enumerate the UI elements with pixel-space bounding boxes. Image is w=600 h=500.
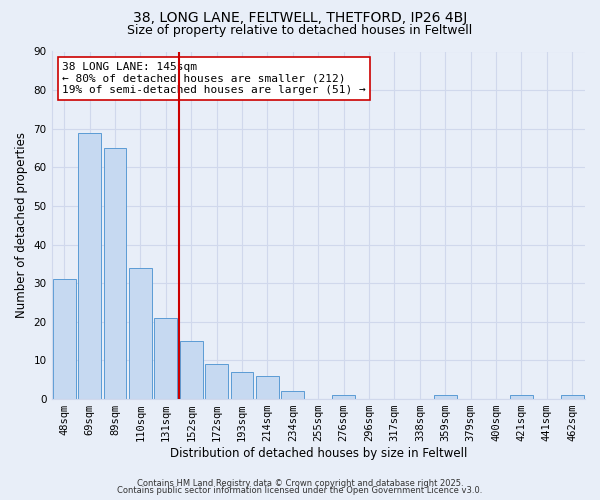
Bar [434, 395, 457, 399]
X-axis label: Distribution of detached houses by size in Feltwell: Distribution of detached houses by size … [170, 447, 467, 460]
Text: Contains public sector information licensed under the Open Government Licence v3: Contains public sector information licen… [118, 486, 482, 495]
Bar [78, 132, 101, 399]
Y-axis label: Number of detached properties: Number of detached properties [15, 132, 28, 318]
Bar [154, 318, 177, 399]
Text: 38, LONG LANE, FELTWELL, THETFORD, IP26 4BJ: 38, LONG LANE, FELTWELL, THETFORD, IP26 … [133, 11, 467, 25]
Bar [561, 395, 584, 399]
Bar [230, 372, 253, 399]
Text: 38 LONG LANE: 145sqm
← 80% of detached houses are smaller (212)
19% of semi-deta: 38 LONG LANE: 145sqm ← 80% of detached h… [62, 62, 366, 95]
Bar [205, 364, 228, 399]
Text: Contains HM Land Registry data © Crown copyright and database right 2025.: Contains HM Land Registry data © Crown c… [137, 478, 463, 488]
Bar [129, 268, 152, 399]
Bar [53, 280, 76, 399]
Text: Size of property relative to detached houses in Feltwell: Size of property relative to detached ho… [127, 24, 473, 37]
Bar [104, 148, 127, 399]
Bar [256, 376, 279, 399]
Bar [332, 395, 355, 399]
Bar [180, 341, 203, 399]
Bar [281, 392, 304, 399]
Bar [510, 395, 533, 399]
